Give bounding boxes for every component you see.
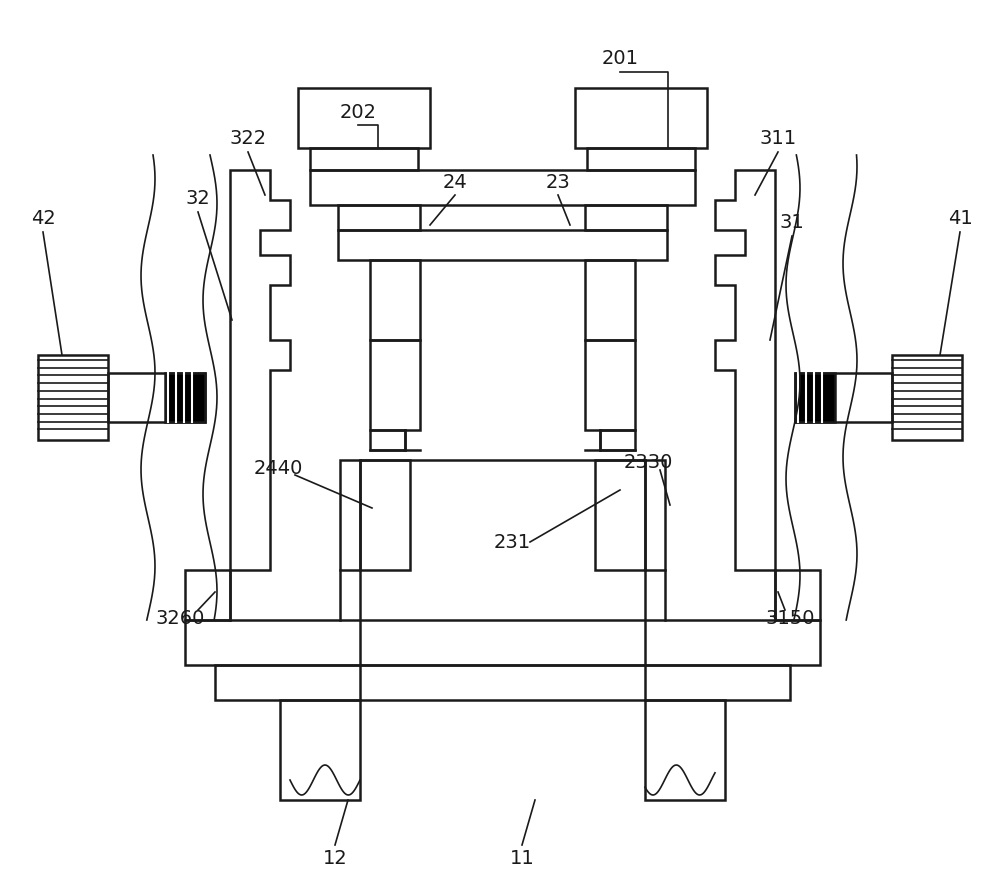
Bar <box>360 460 410 570</box>
Bar <box>215 665 790 700</box>
Bar <box>165 373 205 422</box>
Text: 42: 42 <box>31 208 55 228</box>
Bar <box>370 430 405 450</box>
Bar <box>645 460 665 570</box>
Bar <box>795 373 835 422</box>
Bar <box>892 355 962 440</box>
Bar <box>298 88 430 148</box>
Text: 32: 32 <box>186 188 210 207</box>
Bar <box>595 460 645 570</box>
Bar <box>575 88 707 148</box>
Text: 23: 23 <box>546 172 570 192</box>
Bar <box>600 430 635 450</box>
Bar <box>338 205 420 230</box>
Text: 11: 11 <box>510 849 534 867</box>
Text: 3150: 3150 <box>765 608 815 627</box>
Bar <box>310 170 695 205</box>
Bar <box>280 700 360 800</box>
Text: 24: 24 <box>443 172 467 192</box>
Text: 2330: 2330 <box>623 452 673 472</box>
Bar <box>340 460 360 570</box>
Bar <box>310 148 418 170</box>
Text: 231: 231 <box>493 533 531 551</box>
Bar <box>338 230 667 260</box>
Text: 31: 31 <box>780 213 804 232</box>
Bar <box>185 620 820 665</box>
Bar <box>775 570 820 620</box>
Bar <box>370 260 420 340</box>
Text: 41: 41 <box>948 208 972 228</box>
Bar <box>585 260 635 340</box>
Text: 201: 201 <box>602 48 639 67</box>
Bar <box>585 340 635 430</box>
Bar <box>645 700 725 800</box>
Bar <box>185 570 230 620</box>
Text: 2440: 2440 <box>253 458 303 478</box>
Bar <box>38 355 108 440</box>
Text: 322: 322 <box>229 129 267 148</box>
Text: 202: 202 <box>340 102 376 122</box>
Bar <box>108 373 205 422</box>
Bar <box>370 340 420 430</box>
Bar <box>795 373 892 422</box>
Text: 311: 311 <box>759 129 797 148</box>
Bar <box>585 205 667 230</box>
Bar <box>587 148 695 170</box>
Text: 12: 12 <box>323 849 347 867</box>
Text: 3260: 3260 <box>155 608 205 627</box>
